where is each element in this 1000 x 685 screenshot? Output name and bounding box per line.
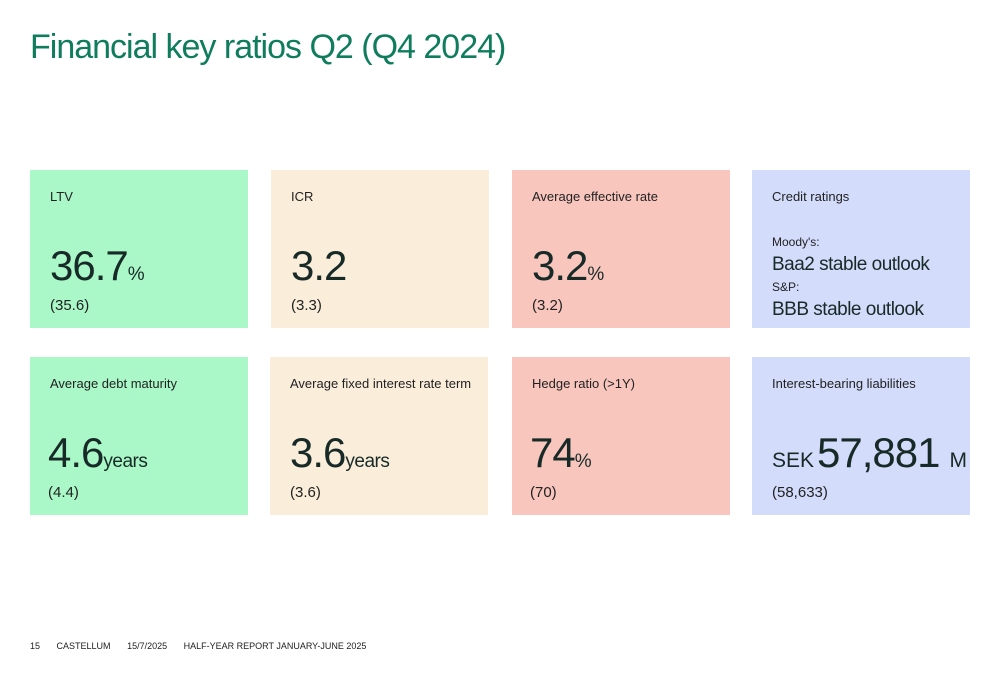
credit-ratings-card: Credit ratings Moody's: Baa2 stable outl… [752,170,970,328]
average-fixed-interest-rate-term-unit: years [345,451,390,472]
ltv-label: LTV [50,189,73,204]
average-fixed-interest-rate-term-value-row: 3.6years [290,429,390,477]
hedge-ratio-label: Hedge ratio (>1Y) [532,376,635,391]
footer-report: HALF-YEAR REPORT JANUARY-JUNE 2025 [183,641,367,651]
average-fixed-interest-rate-term-previous: (3.6) [290,484,321,501]
average-effective-rate-card: Average effective rate 3.2% (3.2) [512,170,730,328]
interest-bearing-liabilities-previous: (58,633) [772,484,828,501]
interest-bearing-liabilities-value: 57,881 [817,429,940,476]
hedge-ratio-unit: % [574,451,592,472]
average-debt-maturity-unit: years [103,451,148,472]
average-effective-rate-value-row: 3.2% [532,242,604,290]
credit-ratings-label: Credit ratings [772,189,850,204]
footer-company: CASTELLUM [56,641,111,651]
icr-label: ICR [291,189,314,204]
moodys-label: Moody's: [772,235,820,249]
average-debt-maturity-value-row: 4.6years [48,429,148,477]
ltv-value-row: 36.7% [50,242,145,290]
interest-bearing-liabilities-currency: SEK [772,449,815,472]
moodys-rating: Baa2 stable outlook [772,254,930,275]
sp-label: S&P: [772,280,800,294]
hedge-ratio-value-row: 74% [530,429,592,477]
icr-value-row: 3.2 [291,242,347,290]
ltv-previous: (35.6) [50,297,90,314]
average-effective-rate-label: Average effective rate [532,189,658,204]
hedge-ratio-card: Hedge ratio (>1Y) 74% (70) [512,357,730,515]
page-title: Financial key ratios Q2 (Q4 2024) [30,28,506,66]
icr-value: 3.2 [291,242,347,289]
interest-bearing-liabilities-value-row: SEK57,881 M [772,429,967,477]
average-debt-maturity-value: 4.6 [48,429,104,476]
average-fixed-interest-rate-term-label: Average fixed interest rate term [290,376,472,391]
interest-bearing-liabilities-unit: M [949,449,968,472]
page-footer: 15 CASTELLUM 15/7/2025 HALF-YEAR REPORT … [30,641,380,651]
ltv-unit: % [127,264,145,285]
icr-card: ICR 3.2 (3.3) [271,170,489,328]
average-debt-maturity-card: Average debt maturity 4.6years (4.4) [30,357,248,515]
footer-page-number: 15 [30,641,41,651]
ltv-card: LTV 36.7% (35.6) [30,170,248,328]
average-effective-rate-value: 3.2 [532,242,588,289]
average-effective-rate-unit: % [587,264,604,285]
ltv-value: 36.7 [50,242,129,289]
average-effective-rate-previous: (3.2) [532,297,563,314]
average-debt-maturity-previous: (4.4) [48,484,79,501]
footer-date: 15/7/2025 [127,641,168,651]
icr-previous: (3.3) [291,297,322,314]
hedge-ratio-value: 74 [530,429,576,476]
average-debt-maturity-label: Average debt maturity [50,376,177,391]
interest-bearing-liabilities-label: Interest-bearing liabilities [772,376,916,391]
average-fixed-interest-rate-term-card: Average fixed interest rate term 3.6year… [270,357,488,515]
interest-bearing-liabilities-card: Interest-bearing liabilities SEK57,881 M … [752,357,970,515]
average-fixed-interest-rate-term-value: 3.6 [290,429,346,476]
sp-rating: BBB stable outlook [772,299,924,320]
hedge-ratio-previous: (70) [530,484,557,501]
